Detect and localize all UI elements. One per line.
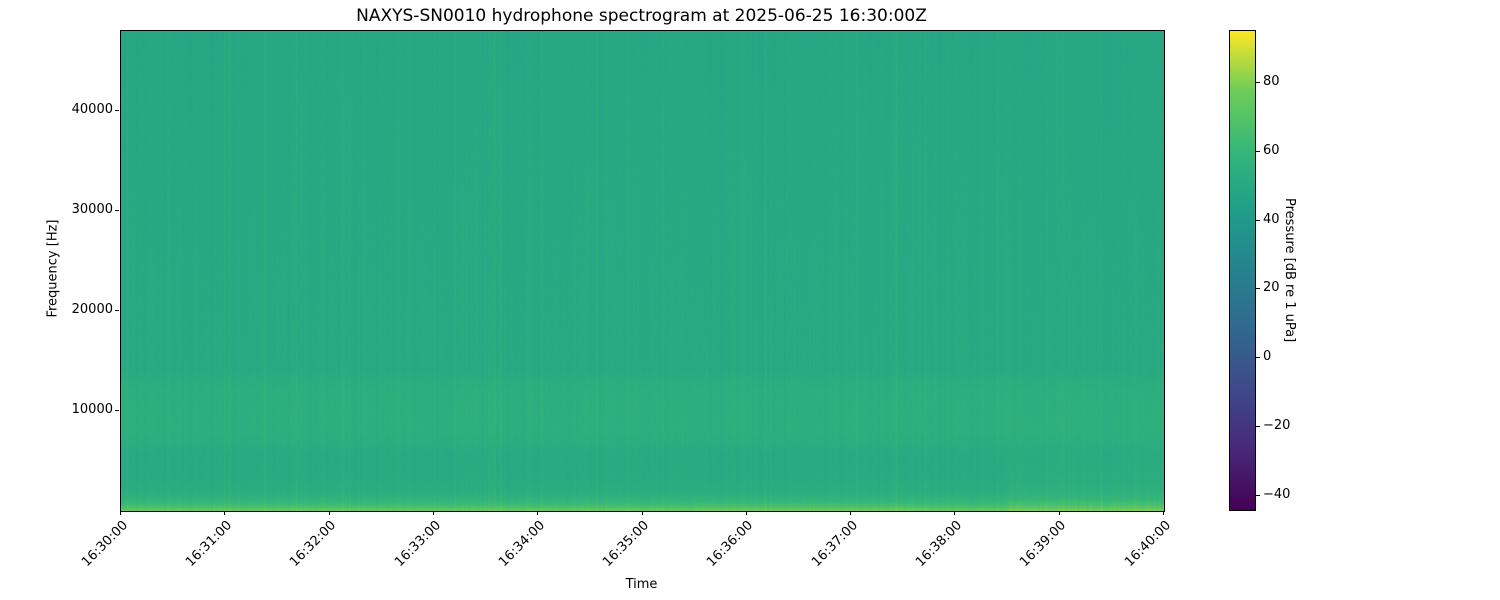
colorbar-tick-mark	[1256, 288, 1260, 290]
x-tick-mark	[641, 511, 643, 515]
colorbar-tick-label: −20	[1263, 418, 1291, 434]
x-axis-label: Time	[625, 577, 658, 592]
x-tick-label: 16:34:00	[495, 518, 548, 570]
colorbar-tick-mark	[1256, 426, 1260, 428]
plot-area	[120, 30, 1165, 512]
colorbar-tick-label: −40	[1263, 487, 1291, 503]
colorbar-tick-mark	[1256, 150, 1260, 152]
x-tick-label: 16:39:00	[1017, 518, 1070, 570]
x-tick-label: 16:31:00	[183, 518, 235, 570]
colorbar-tick-mark	[1256, 495, 1260, 497]
colorbar-tick-label: 60	[1263, 142, 1280, 158]
chart-title: NAXYS-SN0010 hydrophone spectrogram at 2…	[356, 6, 927, 26]
colorbar-tick-label: 0	[1263, 349, 1272, 365]
x-tick-mark	[224, 511, 226, 515]
x-tick-label: 16:37:00	[808, 518, 861, 570]
colorbar-tick-label: 80	[1263, 73, 1280, 89]
colorbar-tick-mark	[1256, 357, 1260, 359]
x-tick-label: 16:38:00	[913, 518, 965, 570]
x-tick-mark	[328, 511, 330, 515]
y-tick-label: 10000	[71, 402, 113, 417]
colorbar-tick-mark	[1256, 219, 1260, 221]
x-tick-label: 16:32:00	[287, 518, 340, 570]
colorbar-tick-label: 20	[1263, 280, 1280, 296]
x-tick-mark	[1163, 511, 1164, 515]
colorbar-tick-mark	[1256, 81, 1260, 83]
x-tick-label: 16:36:00	[704, 518, 757, 570]
y-tick-label: 40000	[71, 102, 113, 117]
colorbar-label: Pressure [dB re 1 uPa]	[1282, 197, 1297, 343]
x-tick-mark	[537, 511, 539, 515]
y-tick-label: 30000	[71, 202, 113, 217]
x-tick-mark	[432, 511, 434, 515]
x-tick-label: 16:40:00	[1121, 518, 1174, 570]
y-tick-label: 20000	[71, 302, 113, 317]
y-axis-label: Frequency [Hz]	[45, 219, 61, 318]
y-tick-mark	[115, 110, 119, 111]
x-tick-label: 16:35:00	[600, 518, 653, 570]
y-tick-mark	[115, 410, 119, 411]
colorbar-tick-label: 40	[1263, 211, 1280, 227]
colorbar-gradient	[1230, 31, 1255, 510]
x-tick-label: 16:33:00	[391, 518, 444, 570]
x-tick-mark	[1058, 511, 1060, 515]
x-tick-mark	[745, 511, 747, 515]
spectrogram-image	[121, 31, 1164, 511]
x-tick-label: 16:30:00	[78, 518, 131, 570]
y-tick-mark	[115, 310, 119, 311]
y-tick-mark	[115, 210, 119, 211]
x-tick-mark	[850, 511, 852, 515]
x-tick-mark	[954, 511, 956, 515]
colorbar	[1229, 30, 1256, 511]
x-tick-mark	[120, 511, 121, 515]
